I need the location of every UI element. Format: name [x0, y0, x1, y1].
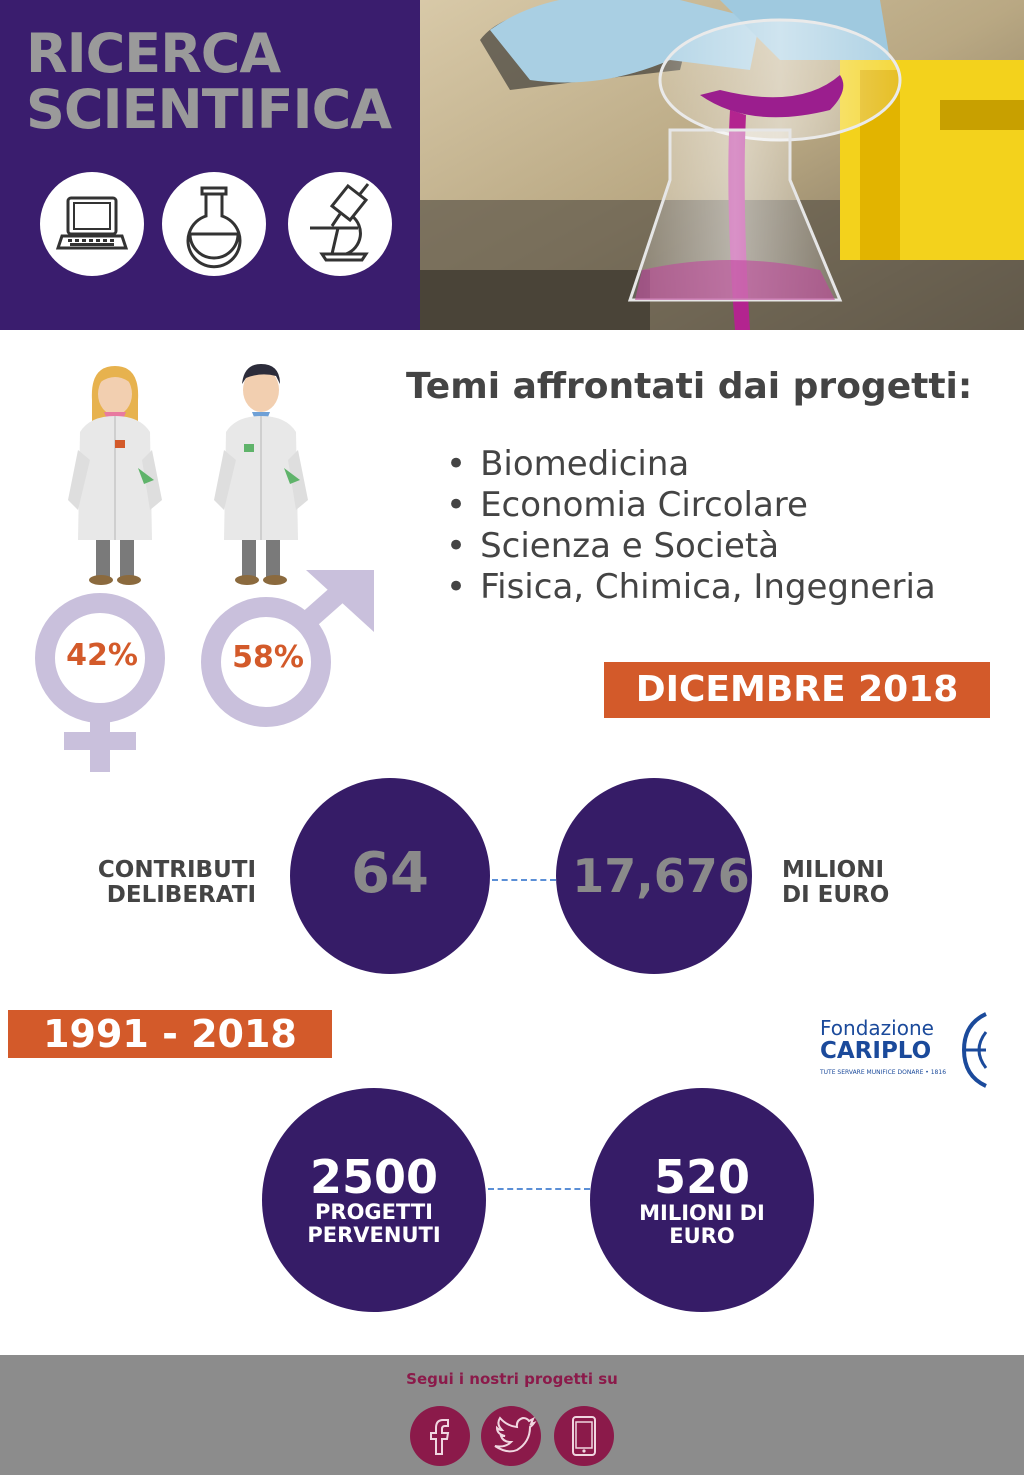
- themes-title: Temi affrontati dai progetti:: [406, 366, 973, 407]
- facebook-icon: [430, 1419, 450, 1455]
- cariplo-mark-icon: [961, 1012, 988, 1088]
- milioni-label: MILIONI DI EURO: [782, 858, 922, 908]
- smartphone-button[interactable]: [554, 1406, 614, 1466]
- progetti-circle: 2500 PROGETTI PERVENUTI: [262, 1088, 486, 1312]
- logo-line1: Fondazione: [820, 1016, 934, 1040]
- male-percentage: 58%: [232, 640, 304, 675]
- milioni-label-line1: MILIONI: [782, 857, 885, 883]
- title-line-2: SCIENTIFICA: [26, 78, 392, 141]
- laptop-icon: [40, 172, 144, 276]
- contributi-value: 64: [351, 840, 429, 906]
- contributi-label: CONTRIBUTI DELIBERATI: [60, 858, 256, 908]
- milioni-euro-value: 520: [653, 1150, 751, 1204]
- dicembre-2018-label: DICEMBRE 2018: [604, 662, 990, 718]
- milioni-euro-circle: 520 MILIONI DI EURO: [590, 1088, 814, 1312]
- connector-line: [492, 879, 556, 881]
- twitter-icon: [494, 1416, 537, 1453]
- header-panel: RICERCA SCIENTIFICA: [0, 0, 420, 330]
- smartphone-icon: [572, 1416, 596, 1456]
- twitter-button[interactable]: [481, 1406, 541, 1466]
- female-percentage: 42%: [66, 638, 138, 673]
- milioni-euro-label-line2: EURO: [669, 1224, 735, 1248]
- female-symbol: [30, 590, 180, 780]
- milioni-circle: 17,676: [556, 778, 752, 974]
- theme-item: Scienza e Società: [446, 526, 936, 567]
- themes-list: Biomedicina Economia Circolare Scienza e…: [446, 444, 936, 608]
- male-scientist-figure: [206, 360, 316, 590]
- theme-item: Economia Circolare: [446, 485, 936, 526]
- logo-motto: TUTE SERVARE MUNIFICE DONARE • 1816: [820, 1069, 947, 1076]
- flask-icon: [162, 172, 266, 276]
- female-scientist-figure: [60, 360, 170, 590]
- lab-photo: [420, 0, 1024, 330]
- connector-line: [488, 1188, 590, 1190]
- microscope-icon: [288, 172, 392, 276]
- progetti-label-line2: PERVENUTI: [307, 1223, 441, 1247]
- period-label: 1991 - 2018: [8, 1010, 332, 1058]
- theme-item: Fisica, Chimica, Ingegneria: [446, 567, 936, 608]
- header-banner: RICERCA SCIENTIFICA: [0, 0, 1024, 330]
- page-title: RICERCA SCIENTIFICA: [26, 22, 392, 141]
- theme-item: Biomedicina: [446, 444, 936, 485]
- progetti-label-line1: PROGETTI: [315, 1200, 433, 1224]
- logo-line2: CARIPLO: [820, 1038, 932, 1064]
- milioni-label-line2: DI EURO: [782, 882, 890, 908]
- contributi-label-line1: CONTRIBUTI: [97, 857, 256, 883]
- contributi-label-line2: DELIBERATI: [106, 882, 256, 908]
- milioni-euro-label-line1: MILIONI DI: [639, 1201, 765, 1225]
- footer-text: Segui i nostri progetti su: [406, 1370, 618, 1388]
- contributi-circle: 64: [290, 778, 490, 974]
- facebook-button[interactable]: [410, 1406, 470, 1466]
- progetti-value: 2500: [309, 1150, 439, 1204]
- fondazione-cariplo-logo: Fondazione CARIPLO TUTE SERVARE MUNIFICE…: [808, 1012, 998, 1092]
- title-line-1: RICERCA: [26, 22, 281, 85]
- milioni-value: 17,676: [572, 849, 750, 903]
- male-symbol: [196, 566, 386, 736]
